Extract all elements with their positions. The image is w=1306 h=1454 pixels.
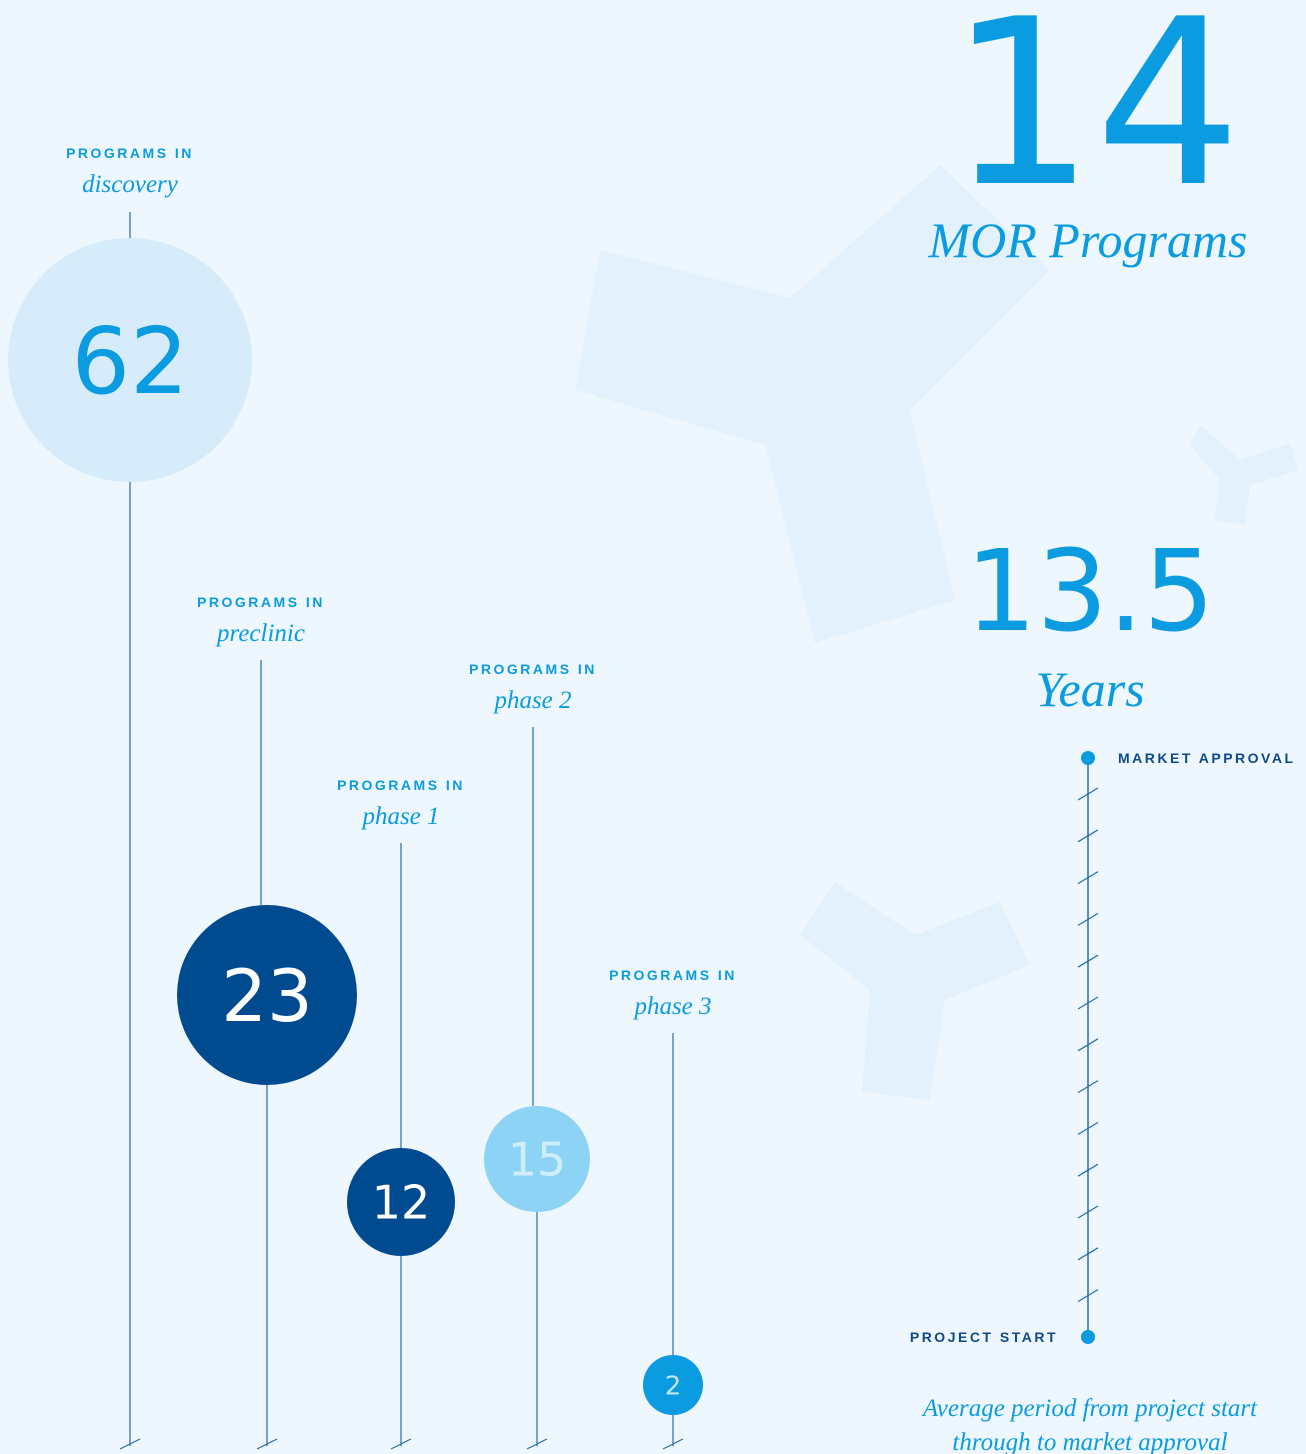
stage-name: preclinic bbox=[215, 620, 305, 647]
stage-name: phase 2 bbox=[492, 687, 571, 714]
timeline-end: MARKET APPROVAL bbox=[1118, 750, 1296, 766]
timeline-tick bbox=[1077, 1289, 1099, 1303]
timeline-tick bbox=[1077, 871, 1099, 885]
timeline-tick bbox=[1077, 1205, 1099, 1219]
bubble bbox=[177, 905, 357, 1085]
timeline-tick bbox=[1077, 1247, 1099, 1261]
background-shapes bbox=[575, 165, 1298, 1100]
stage-name: discovery bbox=[82, 171, 179, 198]
stage-prefix: PROGRAMS IN bbox=[337, 777, 465, 793]
timeline-tick bbox=[1077, 1080, 1099, 1094]
stage-count: 23 bbox=[221, 954, 313, 1038]
stage-count: 62 bbox=[71, 308, 188, 415]
stem-tick bbox=[662, 1438, 684, 1450]
stem-tick bbox=[256, 1438, 278, 1450]
stage-prefix: PROGRAMS IN bbox=[197, 594, 325, 610]
caption: through to market approval bbox=[952, 1429, 1227, 1454]
hero-count-label: MOR Programs bbox=[928, 212, 1248, 268]
stage: PROGRAMS IN discovery 62 bbox=[8, 145, 252, 1450]
hero-years: 13.5 bbox=[965, 527, 1214, 657]
stage: PROGRAMS IN phase 2 15 bbox=[469, 661, 597, 1450]
bubble bbox=[643, 1355, 703, 1415]
timeline-tick bbox=[1077, 954, 1099, 968]
timeline-tick bbox=[1077, 996, 1099, 1010]
y-shape bbox=[575, 165, 1050, 643]
stage-prefix: PROGRAMS IN bbox=[66, 145, 194, 161]
timeline-tick bbox=[1077, 1121, 1099, 1135]
stage-count: 2 bbox=[665, 1371, 682, 1401]
stage-count: 12 bbox=[372, 1176, 431, 1230]
y-shape bbox=[1190, 425, 1298, 525]
timeline: MARKET APPROVAL PROJECT START Average pe… bbox=[910, 750, 1296, 1454]
timeline-tick bbox=[1077, 787, 1099, 801]
hero-years-label: Years bbox=[1035, 661, 1144, 717]
bubble bbox=[484, 1106, 590, 1212]
timeline-dot bbox=[1081, 751, 1095, 765]
stage-name: phase 3 bbox=[632, 993, 711, 1020]
stage-prefix: PROGRAMS IN bbox=[609, 967, 737, 983]
caption: Average period from project start bbox=[921, 1395, 1258, 1422]
timeline-tick bbox=[1077, 1038, 1099, 1052]
bubble bbox=[8, 238, 252, 482]
stem-tick bbox=[119, 1438, 141, 1450]
stage-count: 15 bbox=[508, 1133, 567, 1187]
timeline-tick bbox=[1077, 1163, 1099, 1177]
stage-name: phase 1 bbox=[360, 803, 439, 830]
stage: PROGRAMS IN preclinic 23 bbox=[177, 594, 357, 1450]
timeline-dot bbox=[1081, 1330, 1095, 1344]
stem-tick bbox=[526, 1438, 548, 1450]
hero-count: 14 bbox=[949, 0, 1242, 238]
stage: PROGRAMS IN phase 3 2 bbox=[609, 967, 737, 1450]
stage-prefix: PROGRAMS IN bbox=[469, 661, 597, 677]
stem-tick bbox=[390, 1438, 412, 1450]
bubble bbox=[347, 1148, 455, 1256]
timeline-tick bbox=[1077, 912, 1099, 926]
timeline-tick bbox=[1077, 829, 1099, 843]
y-shape bbox=[800, 882, 1030, 1100]
timeline-start: PROJECT START bbox=[910, 1329, 1058, 1345]
stage: PROGRAMS IN phase 1 12 bbox=[337, 777, 465, 1450]
